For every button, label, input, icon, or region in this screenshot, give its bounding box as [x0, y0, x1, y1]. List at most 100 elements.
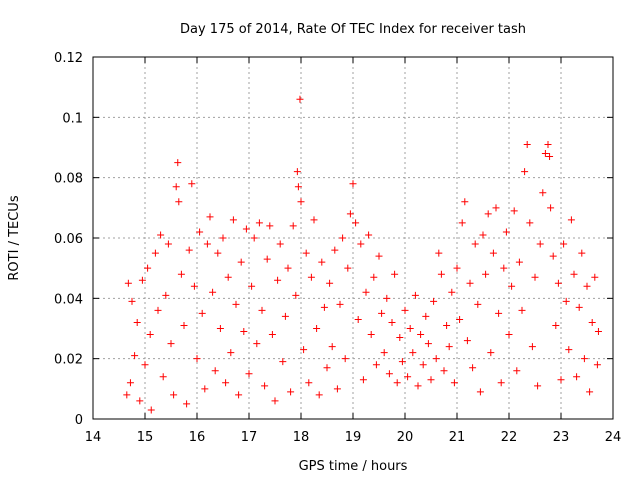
data-point — [372, 361, 380, 369]
data-point — [594, 328, 602, 336]
data-point — [526, 219, 534, 227]
data-point — [126, 379, 134, 387]
x-tick-label: 18 — [293, 430, 310, 445]
data-point — [237, 258, 245, 266]
tick-labels: 14 15 16 17 18 19 20 21 22 23 24 0 0.02 0.04 0.06 0.08 0… — [54, 51, 621, 445]
data-points — [123, 95, 602, 414]
data-point — [302, 249, 310, 257]
data-point — [300, 346, 308, 354]
x-tick-label: 16 — [189, 430, 206, 445]
data-point — [409, 349, 417, 357]
data-point — [128, 297, 136, 305]
data-point — [445, 343, 453, 351]
data-point — [365, 231, 373, 239]
data-point — [297, 198, 305, 206]
data-point — [147, 406, 155, 414]
data-point — [539, 189, 547, 197]
data-point — [432, 355, 440, 363]
data-point — [518, 306, 526, 314]
data-point — [471, 240, 479, 248]
data-point — [336, 300, 344, 308]
data-point — [388, 318, 396, 326]
data-point — [515, 258, 523, 266]
data-point — [500, 264, 508, 272]
y-tick-label: 0.04 — [54, 292, 83, 307]
data-point — [554, 279, 562, 287]
data-point — [131, 352, 139, 360]
data-point — [146, 331, 154, 339]
data-point — [339, 234, 347, 242]
data-point — [487, 349, 495, 357]
x-tick-label: 21 — [449, 430, 466, 445]
data-point — [209, 288, 217, 296]
data-point — [398, 358, 406, 366]
data-point — [214, 249, 222, 257]
data-point — [242, 225, 250, 233]
data-point — [211, 367, 219, 375]
data-point — [430, 297, 438, 305]
data-point — [341, 355, 349, 363]
data-point — [274, 276, 282, 284]
data-point — [268, 331, 276, 339]
data-point — [203, 240, 211, 248]
data-point — [352, 219, 360, 227]
data-point — [177, 270, 185, 278]
data-point — [378, 309, 386, 317]
data-point — [185, 246, 193, 254]
data-point — [552, 321, 560, 329]
y-tick-label: 0.12 — [54, 51, 83, 66]
data-point — [578, 249, 586, 257]
data-point — [593, 361, 601, 369]
data-point — [521, 168, 529, 176]
data-point — [505, 331, 513, 339]
data-point — [401, 306, 409, 314]
data-point — [497, 379, 505, 387]
data-point — [547, 204, 555, 212]
data-point — [583, 282, 591, 290]
x-tick-label: 19 — [345, 430, 362, 445]
data-point — [544, 140, 552, 148]
data-point — [159, 373, 167, 381]
data-point — [123, 391, 131, 399]
grid-lines — [93, 57, 613, 419]
data-point — [227, 349, 235, 357]
data-point — [266, 222, 274, 230]
x-axis-label: GPS time / hours — [299, 459, 408, 474]
data-point — [411, 291, 419, 299]
data-point — [417, 331, 425, 339]
data-point — [305, 379, 313, 387]
data-point — [157, 231, 165, 239]
data-point — [281, 312, 289, 320]
y-tick-label: 0.06 — [54, 232, 83, 247]
data-point — [385, 370, 393, 378]
axis-ticks — [92, 56, 614, 420]
data-point — [240, 328, 248, 336]
x-tick-label: 22 — [501, 430, 518, 445]
data-point — [138, 276, 146, 284]
data-point — [172, 183, 180, 191]
data-point — [508, 282, 516, 290]
data-point — [484, 210, 492, 218]
data-point — [263, 255, 271, 263]
data-point — [482, 270, 490, 278]
data-point — [310, 216, 318, 224]
data-point — [144, 264, 152, 272]
data-point — [546, 153, 554, 161]
data-point — [591, 273, 599, 281]
data-point — [435, 249, 443, 257]
data-point — [456, 315, 464, 323]
data-point — [466, 279, 474, 287]
x-tick-label: 14 — [85, 430, 102, 445]
data-point — [557, 376, 565, 384]
data-point — [570, 270, 578, 278]
data-point — [492, 204, 500, 212]
data-point — [333, 385, 341, 393]
data-point — [289, 222, 297, 230]
data-point — [580, 355, 588, 363]
data-point — [391, 270, 399, 278]
data-point — [344, 264, 352, 272]
data-point — [216, 325, 224, 332]
data-point — [502, 228, 510, 236]
data-point — [154, 306, 162, 314]
x-tick-label: 23 — [553, 430, 570, 445]
